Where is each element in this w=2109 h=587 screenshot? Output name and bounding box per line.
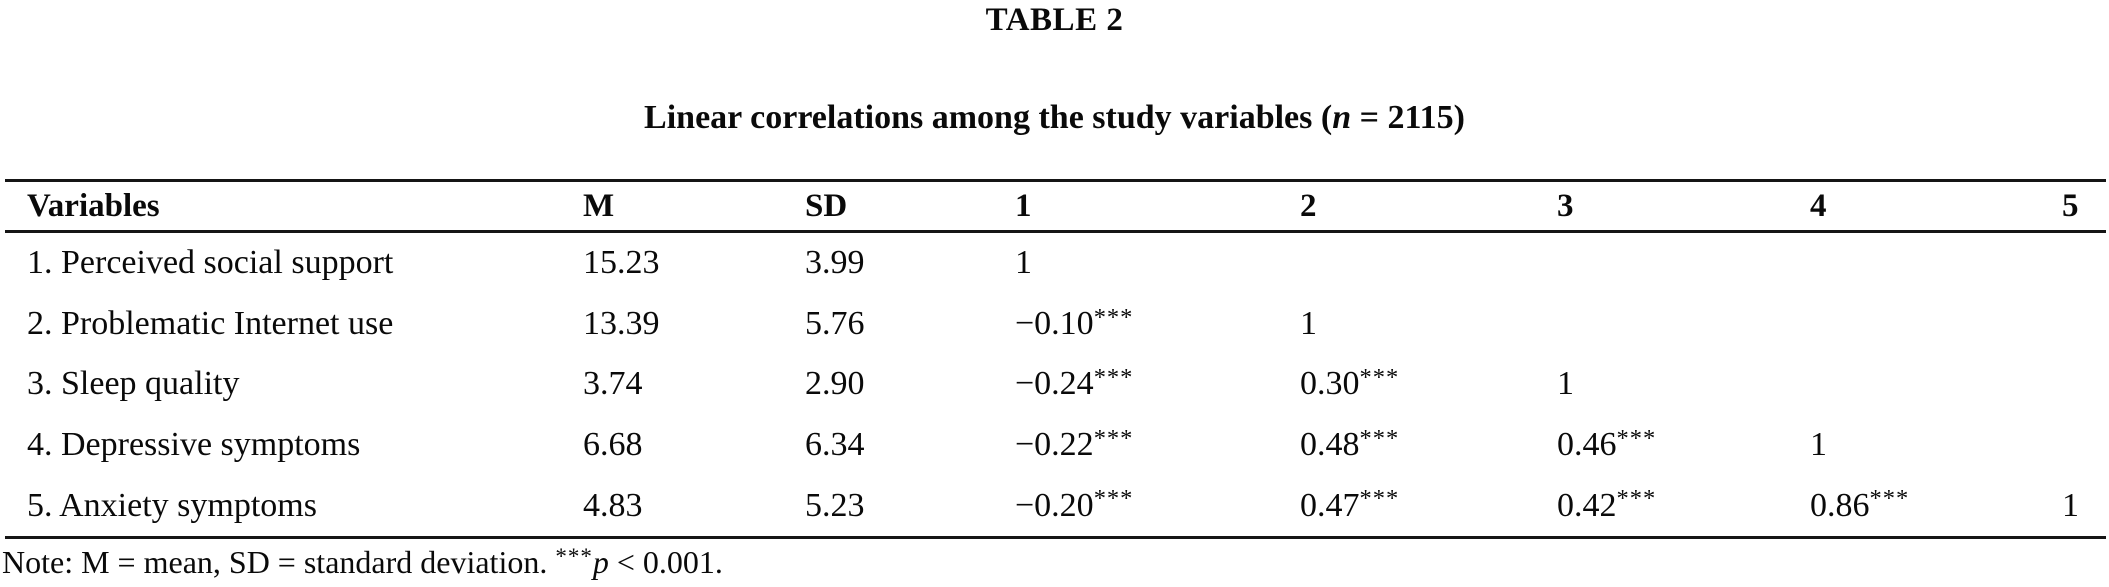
row-label: 3. Sleep quality: [27, 365, 240, 403]
header-sd: SD: [805, 187, 848, 224]
significance-stars: ***: [1093, 303, 1134, 331]
header-mean: M: [583, 187, 615, 224]
table-title-prefix: Linear correlations among the study vari…: [644, 99, 1333, 136]
significance-stars: ***: [1359, 485, 1400, 513]
cell-corr-1: −0.10***: [1015, 303, 1134, 342]
significance-stars: ***: [1093, 364, 1134, 392]
cell-corr-4: 0.86***: [1810, 485, 1910, 524]
table-note: Note: M = mean, SD = standard deviation.…: [2, 542, 723, 585]
correlation-table: Variables M SD 1 2 3 4 5 1. Perceived so…: [5, 179, 2106, 539]
table-header-row: Variables M SD 1 2 3 4 5: [5, 182, 2106, 233]
row-label: 2. Problematic Internet use: [27, 304, 394, 342]
cell-corr-1: 1: [1015, 244, 1032, 282]
row-label: 1. Perceived social support: [27, 244, 394, 282]
table-body: 1. Perceived social support 15.23 3.99 1…: [5, 233, 2106, 539]
table-number-heading: TABLE 2: [985, 2, 1124, 38]
significance-stars: ***: [1093, 424, 1134, 452]
cell-sd: 3.99: [805, 244, 865, 282]
cell-corr-4: 1: [1810, 426, 1827, 464]
cell-mean: 4.83: [583, 486, 643, 524]
cell-mean: 6.68: [583, 426, 643, 464]
cell-corr-2: 1: [1300, 304, 1317, 342]
cell-corr-3: 1: [1557, 365, 1574, 403]
cell-corr-1: −0.24***: [1015, 364, 1134, 403]
cell-sd: 5.76: [805, 304, 865, 342]
cell-sd: 5.23: [805, 486, 865, 524]
significance-stars: ***: [1093, 485, 1134, 513]
cell-corr-3: 0.46***: [1557, 424, 1657, 464]
cell-corr-3: 0.42***: [1557, 485, 1657, 524]
table-title-suffix: = 2115): [1351, 99, 1465, 136]
header-col-5: 5: [2062, 187, 2079, 224]
header-col-4: 4: [1810, 187, 1827, 224]
cell-sd: 6.34: [805, 426, 865, 464]
note-text: Note: M = mean, SD = standard deviation.: [2, 544, 556, 580]
note-threshold: < 0.001.: [608, 544, 723, 580]
p-symbol: p: [592, 544, 609, 580]
row-label: 4. Depressive symptoms: [27, 426, 361, 464]
cell-corr-1: −0.20***: [1015, 485, 1134, 524]
cell-corr-2: 0.48***: [1300, 424, 1400, 464]
cell-corr-5: 1: [2062, 486, 2079, 524]
header-col-2: 2: [1300, 187, 1317, 224]
row-label: 5. Anxiety symptoms: [27, 486, 317, 524]
cell-sd: 2.90: [805, 365, 865, 403]
significance-stars: ***: [1616, 485, 1657, 513]
cell-mean: 3.74: [583, 365, 643, 403]
significance-stars: ***: [1359, 424, 1400, 452]
header-variables: Variables: [27, 187, 160, 224]
header-col-1: 1: [1015, 187, 1032, 224]
table-row: 3. Sleep quality 3.74 2.90 −0.24*** 0.30…: [5, 354, 2106, 415]
table-row: 2. Problematic Internet use 13.39 5.76 −…: [5, 294, 2106, 355]
header-col-3: 3: [1557, 187, 1574, 224]
table-row: 4. Depressive symptoms 6.68 6.34 −0.22**…: [5, 415, 2106, 476]
cell-corr-2: 0.47***: [1300, 485, 1400, 524]
table-row: 5. Anxiety symptoms 4.83 5.23 −0.20*** 0…: [5, 475, 2106, 536]
n-symbol: n: [1332, 99, 1352, 136]
cell-corr-1: −0.22***: [1015, 424, 1134, 464]
significance-stars: ***: [1869, 485, 1910, 513]
table-row: 1. Perceived social support 15.23 3.99 1: [5, 233, 2106, 294]
significance-stars: ***: [1359, 364, 1400, 392]
significance-stars: ***: [1616, 424, 1657, 452]
table-title: Linear correlations among the study vari…: [0, 94, 2109, 142]
note-significance-stars: ***: [555, 543, 593, 570]
cell-mean: 13.39: [583, 304, 660, 342]
cell-mean: 15.23: [583, 244, 660, 282]
cell-corr-2: 0.30***: [1300, 364, 1400, 403]
